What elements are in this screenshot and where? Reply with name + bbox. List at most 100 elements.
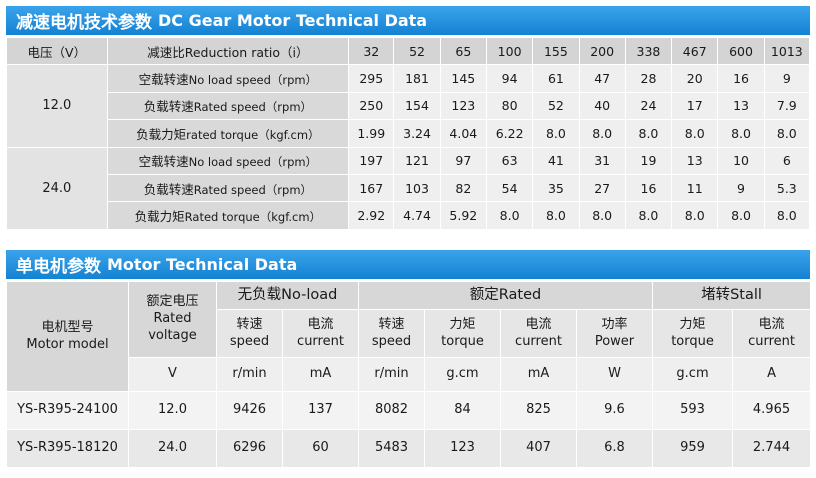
value-cell: 7.9: [763, 91, 811, 121]
value-cell: 5.3: [763, 173, 811, 203]
value-cell: 82: [439, 173, 487, 203]
value-cell: 8.0: [671, 119, 719, 148]
ratio-value: 600: [717, 36, 765, 66]
value-cell: 8.0: [578, 201, 626, 230]
rated-voltage-cn: 额定电压: [146, 294, 199, 310]
ratio-value: 200: [578, 36, 626, 66]
value-cell: 8.0: [717, 119, 765, 148]
value-cell: 97: [439, 146, 487, 175]
value-cell: 94: [485, 64, 534, 93]
sub-header-en: speed: [229, 333, 270, 349]
sub-header: 力矩 torque: [424, 309, 501, 358]
rated-voltage-header: 额定电压 Rated voltage: [128, 281, 217, 358]
value-cell: 16: [624, 173, 673, 203]
value-cell: 2.744: [732, 429, 812, 468]
value-cell: 41: [532, 146, 580, 175]
value-cell: 11: [671, 173, 719, 203]
table-row: 负载力矩rated torque（kgf.cm） 1.99 3.24 4.04 …: [7, 119, 811, 148]
condition-en: Rated torque（kgf.cm）: [184, 210, 322, 225]
value-cell: 4.965: [732, 391, 812, 430]
condition-cn: 空载转速: [138, 154, 189, 170]
table-row: 负载转速Rated speed（rpm） 167 103 82 54 35 27…: [7, 173, 811, 203]
condition-label: 空载转速No load speed（rpm）: [106, 146, 350, 175]
voltage-header: 电压（V）: [6, 36, 108, 66]
model-header: 电机型号 Motor model: [6, 281, 129, 392]
sub-header-cn: 转速: [236, 316, 263, 332]
value-cell: 40: [578, 91, 626, 121]
value-cell: 123: [424, 429, 501, 468]
gear-motor-title-en: DC Gear Motor Technical Data: [158, 11, 428, 30]
value-cell: 19: [624, 146, 673, 175]
model-cell: YS-R395-18120: [6, 429, 129, 468]
value-cell: 5.92: [439, 201, 487, 230]
value-cell: 31: [578, 146, 626, 175]
sub-header: 功率 Power: [575, 309, 654, 358]
condition-label: 负载力矩Rated torque（kgf.cm）: [106, 201, 350, 230]
value-cell: 20: [671, 64, 719, 93]
value-cell: 197: [348, 146, 395, 175]
value-cell: 16: [717, 64, 765, 93]
value-cell: 47: [578, 64, 626, 93]
condition-label: 空载转速No load speed（rpm）: [106, 64, 350, 93]
sub-header-row: 转速 speed 电流 current 转速 speed 力矩 torque 电流 cur…: [7, 309, 812, 358]
sub-header-en: torque: [671, 333, 714, 349]
value-cell: 52: [532, 91, 580, 121]
value-cell: 4.74: [393, 201, 441, 230]
value-cell: 9.6: [575, 391, 654, 430]
value-cell: 8.0: [578, 119, 626, 148]
value-cell: 24: [624, 91, 673, 121]
value-cell: 250: [348, 91, 395, 121]
value-cell: 137: [282, 391, 359, 430]
value-cell: 60: [282, 429, 359, 468]
value-cell: 8.0: [532, 201, 580, 230]
condition-label: 负载转速Rated speed（rpm）: [106, 173, 350, 203]
value-cell: 54: [485, 173, 534, 203]
sub-header-cn: 力矩: [449, 316, 476, 332]
value-cell: 27: [578, 173, 626, 203]
rated-header: 额定Rated: [357, 281, 654, 310]
condition-en: Rated speed（rpm）: [193, 100, 313, 115]
sub-header-cn: 转速: [378, 316, 405, 332]
ratio-header: 减速比Reduction ratio（i）: [106, 36, 350, 66]
sub-header: 力矩 torque: [652, 309, 734, 358]
model-header-en: Motor model: [26, 336, 109, 352]
value-cell: 825: [500, 391, 577, 430]
value-cell: 6.22: [485, 119, 534, 148]
sub-header: 电流 current: [500, 309, 577, 358]
unit-cell: mA: [282, 357, 359, 392]
value-cell: 6296: [216, 429, 283, 468]
table-row: 负载力矩Rated torque（kgf.cm） 2.92 4.74 5.92 …: [7, 201, 811, 230]
sub-header: 转速 speed: [358, 309, 425, 358]
condition-en: rated torque（kgf.cm）: [186, 127, 320, 142]
sub-header-cn: 功率: [601, 316, 628, 332]
unit-row: V r/min mA r/min g.cm mA W g.cm A: [7, 357, 812, 392]
condition-label: 负载力矩rated torque（kgf.cm）: [106, 119, 350, 148]
ratio-value: 338: [624, 36, 673, 66]
value-cell: 593: [652, 391, 734, 430]
value-cell: 61: [532, 64, 580, 93]
value-cell: 35: [532, 173, 580, 203]
value-cell: 2.92: [348, 201, 395, 230]
value-cell: 63: [485, 146, 534, 175]
value-cell: 1.99: [348, 119, 395, 148]
value-cell: 8.0: [763, 201, 811, 230]
gear-motor-table: 电压（V） 减速比Reduction ratio（i） 32 52 65 100…: [6, 36, 811, 230]
value-cell: 84: [424, 391, 501, 430]
value-cell: 9: [763, 64, 811, 93]
sub-header-en: current: [515, 333, 562, 349]
sub-header-cn: 力矩: [679, 316, 706, 332]
unit-cell: A: [732, 357, 812, 392]
value-cell: 959: [652, 429, 734, 468]
condition-cn: 负载力矩: [134, 209, 185, 225]
sub-header-cn: 电流: [758, 316, 785, 332]
value-cell: 5483: [358, 429, 425, 468]
ratio-value: 155: [532, 36, 580, 66]
ratio-value: 52: [393, 36, 441, 66]
value-cell: 9426: [216, 391, 283, 430]
unit-cell: r/min: [358, 357, 425, 392]
motor-title-bar: 单电机参数 Motor Technical Data: [6, 250, 810, 279]
condition-cn: 负载转速: [143, 99, 194, 115]
table-row: 负载转速Rated speed（rpm） 250 154 123 80 52 4…: [7, 91, 811, 121]
value-cell: 167: [348, 173, 395, 203]
value-cell: 3.24: [393, 119, 441, 148]
